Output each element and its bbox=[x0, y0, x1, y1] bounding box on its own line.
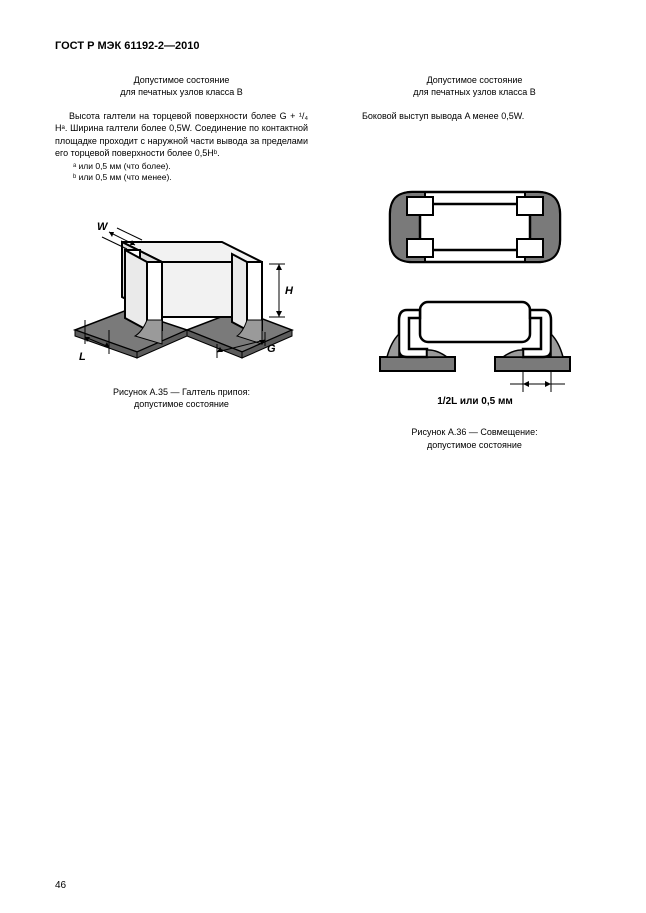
left-subtitle: Допустимое состояние для печатных узлов … bbox=[55, 74, 308, 98]
page-number: 46 bbox=[55, 880, 66, 891]
left-subtitle-line2: для печатных узлов класса B bbox=[120, 87, 242, 97]
caption-a36-line2: допустимое состояние bbox=[427, 440, 522, 450]
caption-a35: Рисунок А.35 — Галтель припоя: допустимо… bbox=[55, 386, 308, 410]
document-header: ГОСТ Р МЭК 61192-2—2010 bbox=[55, 40, 601, 52]
label-h: H bbox=[285, 285, 294, 297]
figure-a36-svg: 1/2L или 0,5 мм bbox=[365, 182, 585, 412]
label-halfL: 1/2L или 0,5 мм bbox=[437, 396, 513, 407]
label-l: L bbox=[79, 351, 86, 363]
right-subtitle-line1: Допустимое состояние bbox=[427, 75, 523, 85]
right-subtitle: Допустимое состояние для печатных узлов … bbox=[348, 74, 601, 98]
left-note-b: ᵇ или 0,5 мм (что менее). bbox=[55, 172, 308, 183]
page: ГОСТ Р МЭК 61192-2—2010 Допустимое состо… bbox=[0, 0, 646, 913]
figure-a36: 1/2L или 0,5 мм bbox=[348, 182, 601, 412]
label-w: W bbox=[97, 221, 109, 233]
caption-a35-line1: Рисунок А.35 — Галтель припоя: bbox=[113, 387, 250, 397]
caption-a36-line1: Рисунок А.36 — Совмещение: bbox=[411, 427, 537, 437]
left-subtitle-line1: Допустимое состояние bbox=[134, 75, 230, 85]
left-paragraph: Высота галтели на торцевой поверхности б… bbox=[55, 110, 308, 159]
figure-a35: W L H bbox=[55, 202, 308, 372]
right-column: Допустимое состояние для печатных узлов … bbox=[348, 74, 601, 451]
left-note-a: ᵃ или 0,5 мм (что более). bbox=[55, 161, 308, 172]
label-g: G bbox=[267, 343, 276, 355]
two-column-layout: Допустимое состояние для печатных узлов … bbox=[55, 74, 601, 451]
left-column: Допустимое состояние для печатных узлов … bbox=[55, 74, 308, 451]
caption-a35-line2: допустимое состояние bbox=[134, 399, 229, 409]
right-subtitle-line2: для печатных узлов класса B bbox=[413, 87, 535, 97]
caption-a36: Рисунок А.36 — Совмещение: допустимое со… bbox=[348, 426, 601, 450]
right-paragraph: Боковой выступ вывода A менее 0,5W. bbox=[348, 110, 601, 122]
figure-a35-svg: W L H bbox=[67, 202, 297, 372]
